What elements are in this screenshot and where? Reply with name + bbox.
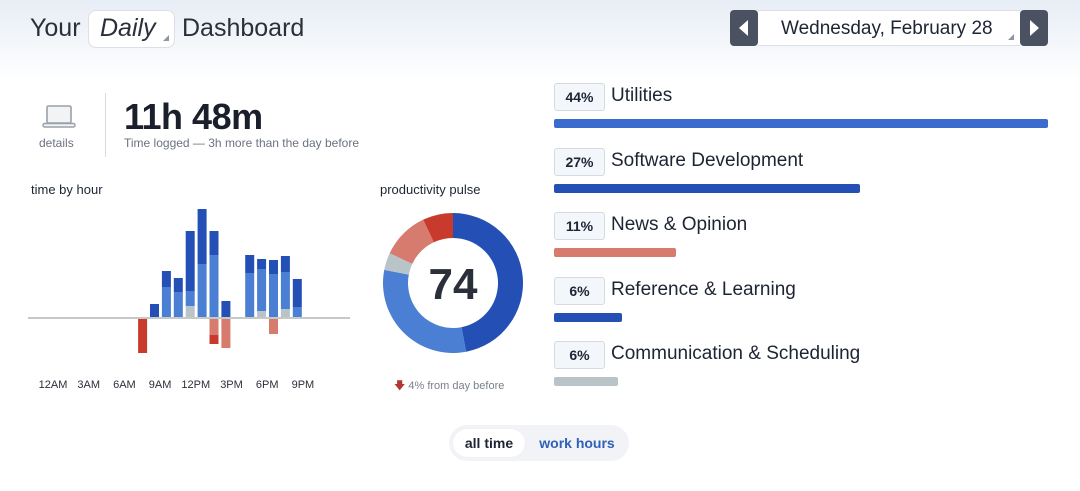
previous-day-button[interactable] — [730, 10, 758, 46]
hour-bar-segment — [269, 319, 278, 334]
hour-bar-segment — [257, 269, 267, 311]
hour-bar-segment — [221, 319, 231, 348]
category-bar — [554, 183, 860, 193]
hour-tick-label: 12PM — [181, 379, 210, 391]
hour-bar-segment — [185, 291, 195, 306]
time-by-hour-chart: 12AM 3AM 6AM 9AM 12PM 3PM 6PM 9PM — [28, 209, 350, 391]
hour-tick-label: 3AM — [77, 379, 100, 391]
date-select[interactable]: Wednesday, February 28 — [758, 10, 1020, 46]
next-day-button[interactable] — [1020, 10, 1048, 46]
hour-bar-segment — [209, 255, 219, 317]
category-name: News & Opinion — [611, 214, 748, 236]
pulse-segment — [453, 213, 523, 352]
category-bar — [554, 248, 676, 258]
hour-tick-label: 6PM — [256, 379, 279, 391]
category-row[interactable]: 27% Software Development — [554, 147, 1054, 208]
productivity-pulse-title: productivity pulse — [380, 182, 481, 197]
details-link[interactable]: details — [39, 136, 74, 150]
down-arrow-icon: 🡇 — [394, 380, 406, 392]
title-suffix: Dashboard — [182, 14, 305, 42]
category-name: Reference & Learning — [611, 278, 796, 300]
hour-bar-segment — [161, 287, 171, 317]
category-name: Communication & Scheduling — [611, 343, 861, 365]
category-name: Software Development — [611, 149, 804, 171]
category-percent: 6% — [554, 341, 605, 370]
title-prefix: Your — [30, 14, 81, 42]
hour-tick-label: 6AM — [113, 379, 136, 391]
time-logged-total: 11h 48m — [124, 96, 263, 137]
hour-tick-label: 9PM — [292, 379, 315, 391]
period-select-value: Daily — [100, 14, 156, 42]
hour-bar-segment — [280, 272, 290, 309]
hour-bar-segment — [138, 319, 148, 353]
category-percent: 44% — [554, 83, 605, 111]
dropdown-caret-icon — [163, 35, 169, 41]
hour-bar-segment — [221, 301, 231, 317]
hour-tick-label: 9AM — [149, 379, 172, 391]
pulse-center — [409, 239, 497, 327]
hour-bar-segment — [245, 255, 255, 273]
hour-bar-segment — [245, 273, 255, 317]
hour-bar-segment — [173, 278, 183, 292]
time-logged-note: Time logged — 3h more than the day befor… — [124, 136, 360, 150]
hour-bar-segment — [197, 264, 207, 317]
hour-bar-segment — [209, 319, 219, 335]
category-row[interactable]: 44% Utilities — [554, 83, 1054, 143]
hour-tick-label: 12AM — [39, 379, 68, 391]
category-percent: 11% — [554, 212, 605, 241]
date-select-value: Wednesday, February 28 — [781, 18, 993, 39]
category-bar — [554, 312, 622, 322]
category-bar — [554, 119, 1048, 128]
all-time-toggle[interactable]: all time — [453, 429, 525, 457]
pulse-segment — [383, 269, 467, 353]
hour-bar-segment — [257, 311, 267, 317]
category-name: Utilities — [611, 85, 673, 106]
hour-bar-segment — [269, 274, 278, 317]
hour-bar-segment — [185, 306, 195, 317]
hour-bar-segment — [257, 259, 267, 269]
category-bar — [554, 377, 618, 387]
hour-bar-segment — [209, 335, 219, 344]
category-row[interactable]: 11% News & Opinion — [554, 212, 1054, 272]
category-percent: 6% — [554, 276, 605, 305]
category-row[interactable]: 6% Communication & Scheduling — [554, 341, 1054, 401]
period-select[interactable]: Daily — [88, 10, 175, 48]
pulse-change: 🡇 4% from day before — [394, 377, 504, 396]
pulse-segment — [384, 253, 413, 275]
hour-tick-label: 3PM — [220, 379, 243, 391]
hour-bar-segment — [280, 309, 290, 317]
hour-bar-segment — [209, 231, 219, 255]
summary-divider — [105, 93, 106, 157]
dropdown-caret-icon — [1008, 34, 1014, 40]
category-row[interactable]: 6% Reference & Learning — [554, 276, 1054, 337]
hour-bar-segment — [150, 304, 159, 317]
hour-bar-segment — [197, 209, 207, 264]
productivity-pulse-donut[interactable]: 74 — [380, 210, 526, 356]
pulse-change-text: 4% from day before — [408, 380, 505, 392]
hour-bar-segment — [161, 271, 171, 287]
work-hours-toggle[interactable]: work hours — [539, 435, 615, 451]
pulse-segment — [389, 219, 434, 264]
hour-bar-segment — [185, 231, 195, 291]
laptop-icon[interactable] — [42, 104, 76, 130]
pulse-score: 74 — [429, 260, 478, 309]
category-percent: 27% — [554, 147, 605, 176]
pulse-segment — [423, 213, 453, 243]
hour-bar-segment — [269, 260, 278, 274]
time-by-hour-title: time by hour — [31, 182, 103, 197]
hour-bar-segment — [292, 307, 302, 317]
hour-bar-segment — [173, 292, 183, 317]
hour-bar-segment — [280, 256, 290, 272]
hour-bar-segment — [292, 279, 302, 307]
